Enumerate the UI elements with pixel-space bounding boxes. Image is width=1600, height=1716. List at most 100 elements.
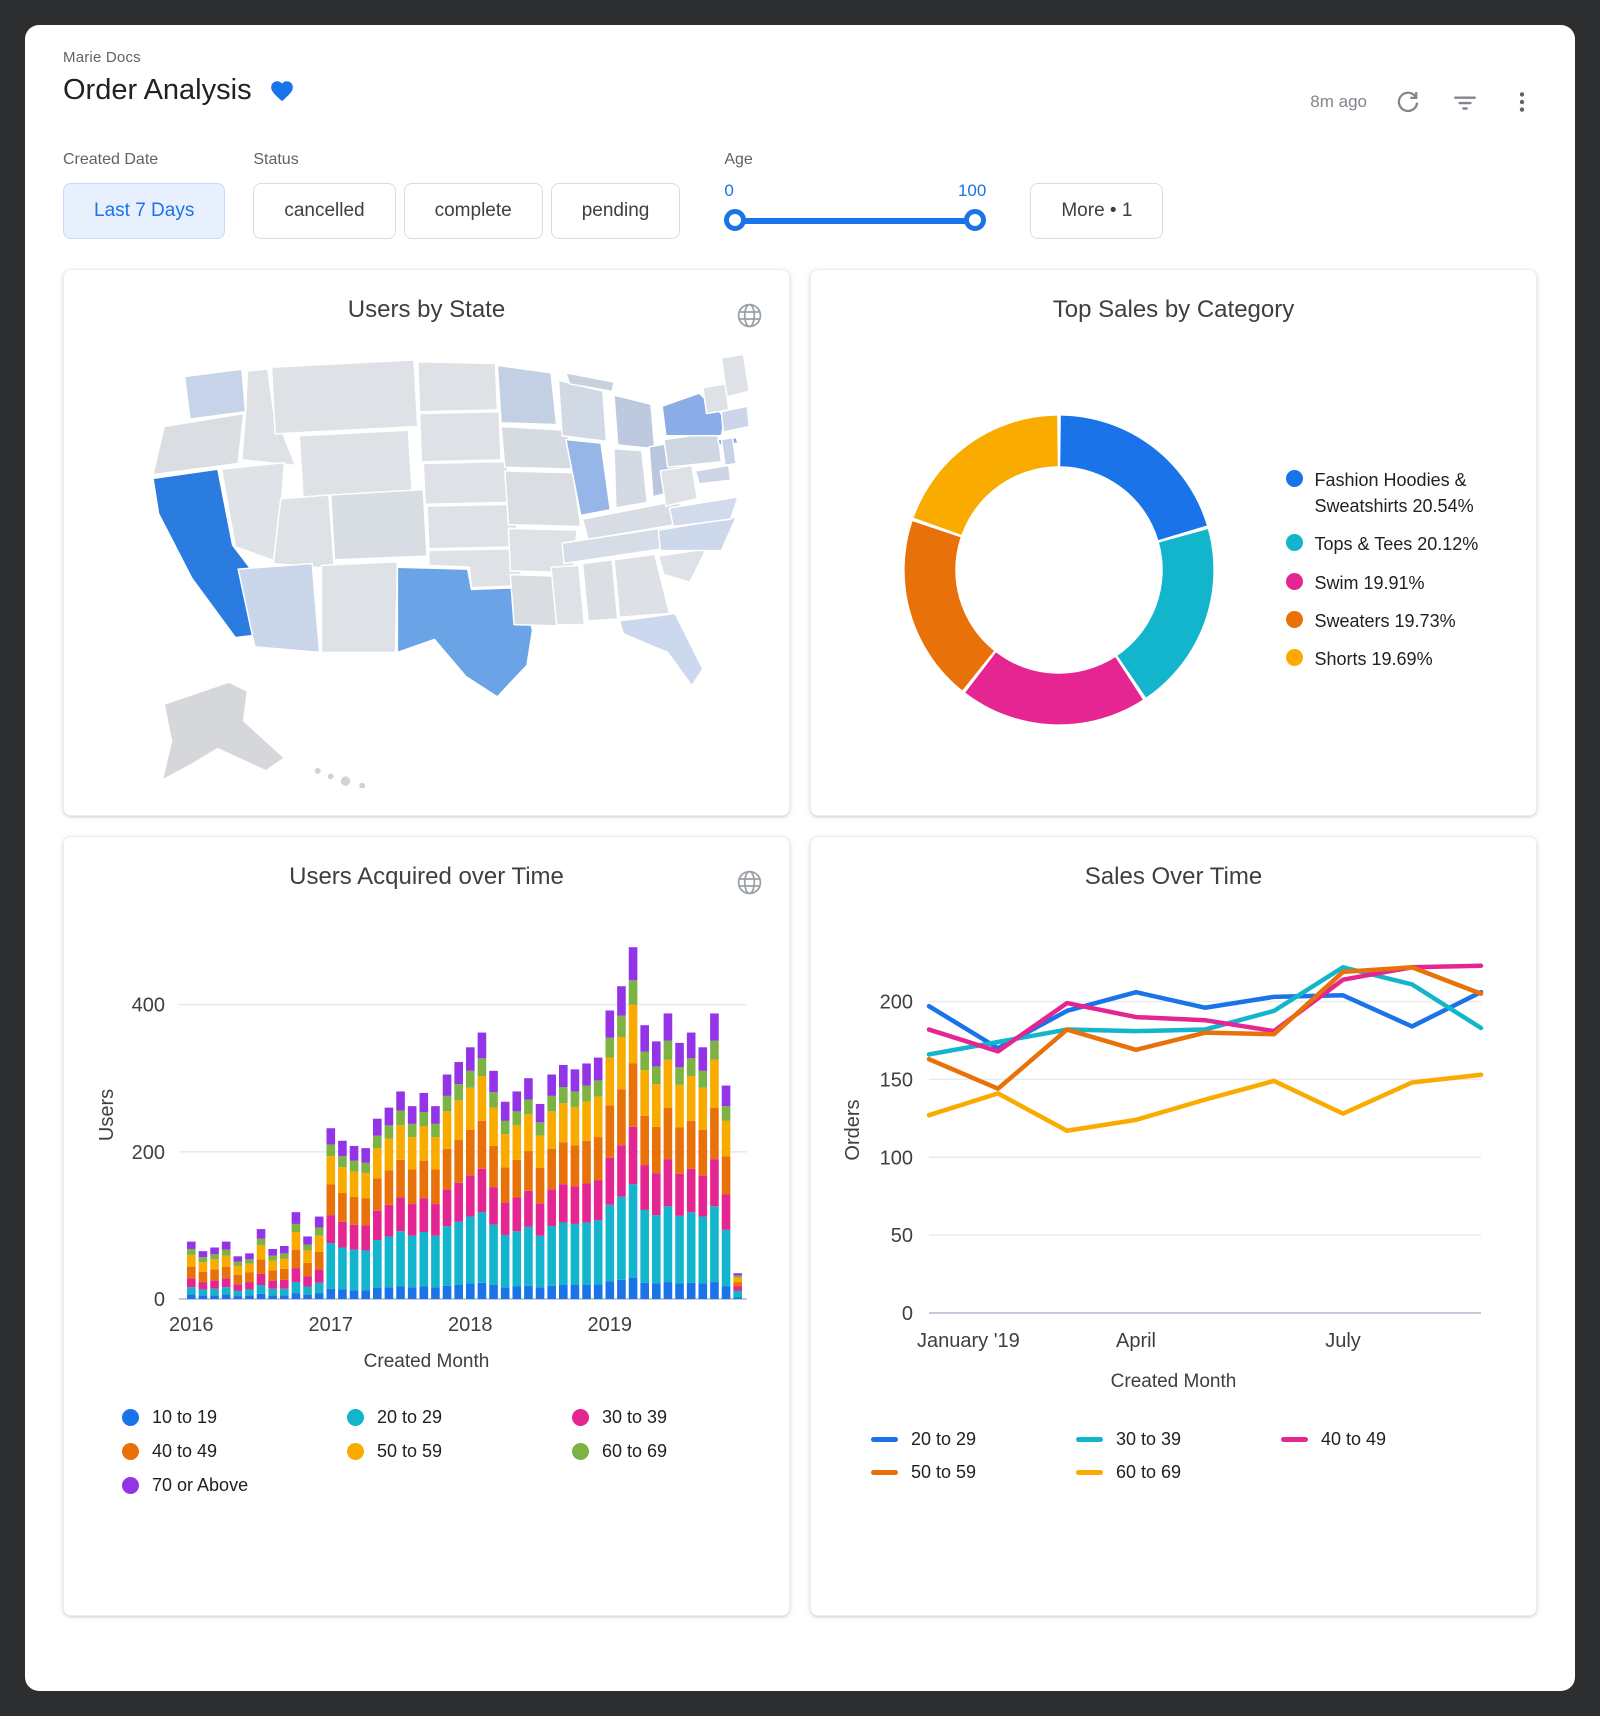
legend-item: 50 to 59	[871, 1462, 1076, 1483]
bar-segment	[221, 1278, 230, 1288]
bar-segment	[639, 1051, 649, 1071]
bar-segment	[407, 1235, 416, 1288]
svg-text:200: 200	[131, 1142, 164, 1164]
legend-swatch	[1281, 1437, 1308, 1442]
age-label: Age	[724, 151, 753, 168]
status-chip-complete[interactable]: complete	[403, 183, 543, 239]
bar-segment	[686, 1058, 695, 1076]
bar-segment	[384, 1287, 393, 1299]
bar-segment	[453, 1182, 463, 1222]
bar-segment	[221, 1266, 230, 1279]
bar-segment	[349, 1160, 358, 1172]
age-range-slider[interactable]: 0 100	[724, 181, 987, 239]
bar-segment	[616, 1196, 626, 1280]
bar-segment	[419, 1126, 428, 1161]
map-state-WV	[659, 464, 698, 507]
bar-segment	[605, 1204, 614, 1282]
bar-segment	[651, 1126, 661, 1174]
status-chip-cancelled[interactable]: cancelled	[253, 183, 396, 239]
bar-segment	[256, 1245, 265, 1260]
bar-segment	[314, 1269, 323, 1283]
bar-segment	[337, 1140, 347, 1157]
bar-segment	[453, 1221, 463, 1286]
bar-segment	[721, 1229, 730, 1287]
breadcrumb[interactable]: Marie Docs	[63, 49, 141, 66]
bar-segment	[570, 1223, 579, 1286]
bar-segment	[372, 1210, 382, 1241]
bar-segment	[233, 1296, 242, 1299]
bar-segment	[477, 1212, 486, 1283]
legend-swatch	[1076, 1437, 1103, 1442]
bar-segment	[349, 1249, 358, 1291]
created-date-chip[interactable]: Last 7 Days	[63, 183, 226, 239]
map-state-MASS	[720, 404, 750, 433]
legend-swatch	[572, 1409, 589, 1426]
bar-segment	[651, 1084, 661, 1127]
heart-icon[interactable]	[266, 76, 298, 106]
bar-segment	[291, 1282, 300, 1294]
bar-segment	[663, 1059, 672, 1108]
bar-segment	[593, 1220, 602, 1285]
age-slider-handle-min[interactable]	[724, 209, 747, 231]
bar-segment	[674, 1127, 684, 1174]
bar-segment	[593, 1057, 602, 1081]
map-state-AZ	[236, 562, 320, 653]
bar-segment	[372, 1148, 382, 1179]
bar-segment	[419, 1198, 428, 1233]
bar-segment	[337, 1221, 347, 1248]
refresh-icon[interactable]	[1393, 87, 1423, 117]
bar-segment	[186, 1241, 196, 1249]
status-chip-pending[interactable]: pending	[550, 183, 681, 239]
bar-segment	[279, 1246, 289, 1254]
legend-label: Swim 19.91%	[1314, 572, 1425, 593]
bar-segment	[419, 1232, 428, 1287]
legend-label: 50 to 59	[911, 1462, 977, 1482]
legend-item: Sweaters 19.73%	[1285, 608, 1482, 634]
tile-top-sales-by-category: Top Sales by Category Fashion Hoodies & …	[810, 269, 1537, 816]
bar-segment	[430, 1106, 440, 1124]
bar-segment	[267, 1248, 277, 1256]
bar-segment	[709, 1107, 719, 1160]
bar-segment	[570, 1091, 579, 1107]
legend-item: 20 to 29	[871, 1429, 1076, 1450]
donut-slice-0	[1059, 415, 1207, 540]
filter-list-icon[interactable]	[1449, 87, 1481, 117]
bar-segment	[465, 1087, 475, 1130]
more-filters-button[interactable]: More • 1	[1030, 183, 1164, 239]
bar-segment	[256, 1293, 265, 1299]
bar-chart-legend: 10 to 19 20 to 29 30 to 39 40 to 49 50 to 59…	[122, 1407, 787, 1496]
bar-segment	[546, 1111, 556, 1149]
legend-item: 10 to 19	[122, 1407, 347, 1428]
map-state-MS	[549, 564, 585, 625]
bar-segment	[384, 1125, 393, 1139]
bar-segment	[512, 1091, 521, 1112]
bar-segment	[233, 1290, 242, 1297]
legend-label: 40 to 49	[1321, 1429, 1387, 1449]
bar-segment	[663, 1040, 672, 1060]
bar-segment	[674, 1067, 684, 1085]
bar-segment	[512, 1286, 521, 1299]
bar-segment	[558, 1087, 568, 1104]
map-state-KS	[425, 503, 518, 549]
tile-users-by-state: Users by State	[63, 269, 790, 816]
bar-segment	[186, 1248, 196, 1255]
bar-segment	[732, 1290, 742, 1298]
bar-segment	[453, 1285, 463, 1299]
bar-segment	[616, 1089, 626, 1146]
status-label: Status	[253, 151, 299, 168]
bar-segment	[581, 1063, 591, 1086]
bar-segment	[605, 1105, 614, 1158]
bar-segment	[581, 1183, 591, 1223]
bar-segment	[512, 1125, 521, 1160]
bar-segment	[302, 1250, 312, 1263]
bar-segment	[674, 1283, 684, 1299]
bar-segment	[581, 1101, 591, 1141]
bar-segment	[360, 1290, 370, 1299]
kebab-menu-icon[interactable]	[1507, 87, 1537, 117]
bar-segment	[442, 1285, 451, 1299]
age-slider-track[interactable]	[734, 218, 977, 224]
age-slider-handle-max[interactable]	[964, 209, 987, 231]
map-state-NE	[422, 460, 513, 505]
bar-segment	[709, 1159, 719, 1207]
tile-grid: Users by State Top Sales by Category	[63, 269, 1537, 1616]
